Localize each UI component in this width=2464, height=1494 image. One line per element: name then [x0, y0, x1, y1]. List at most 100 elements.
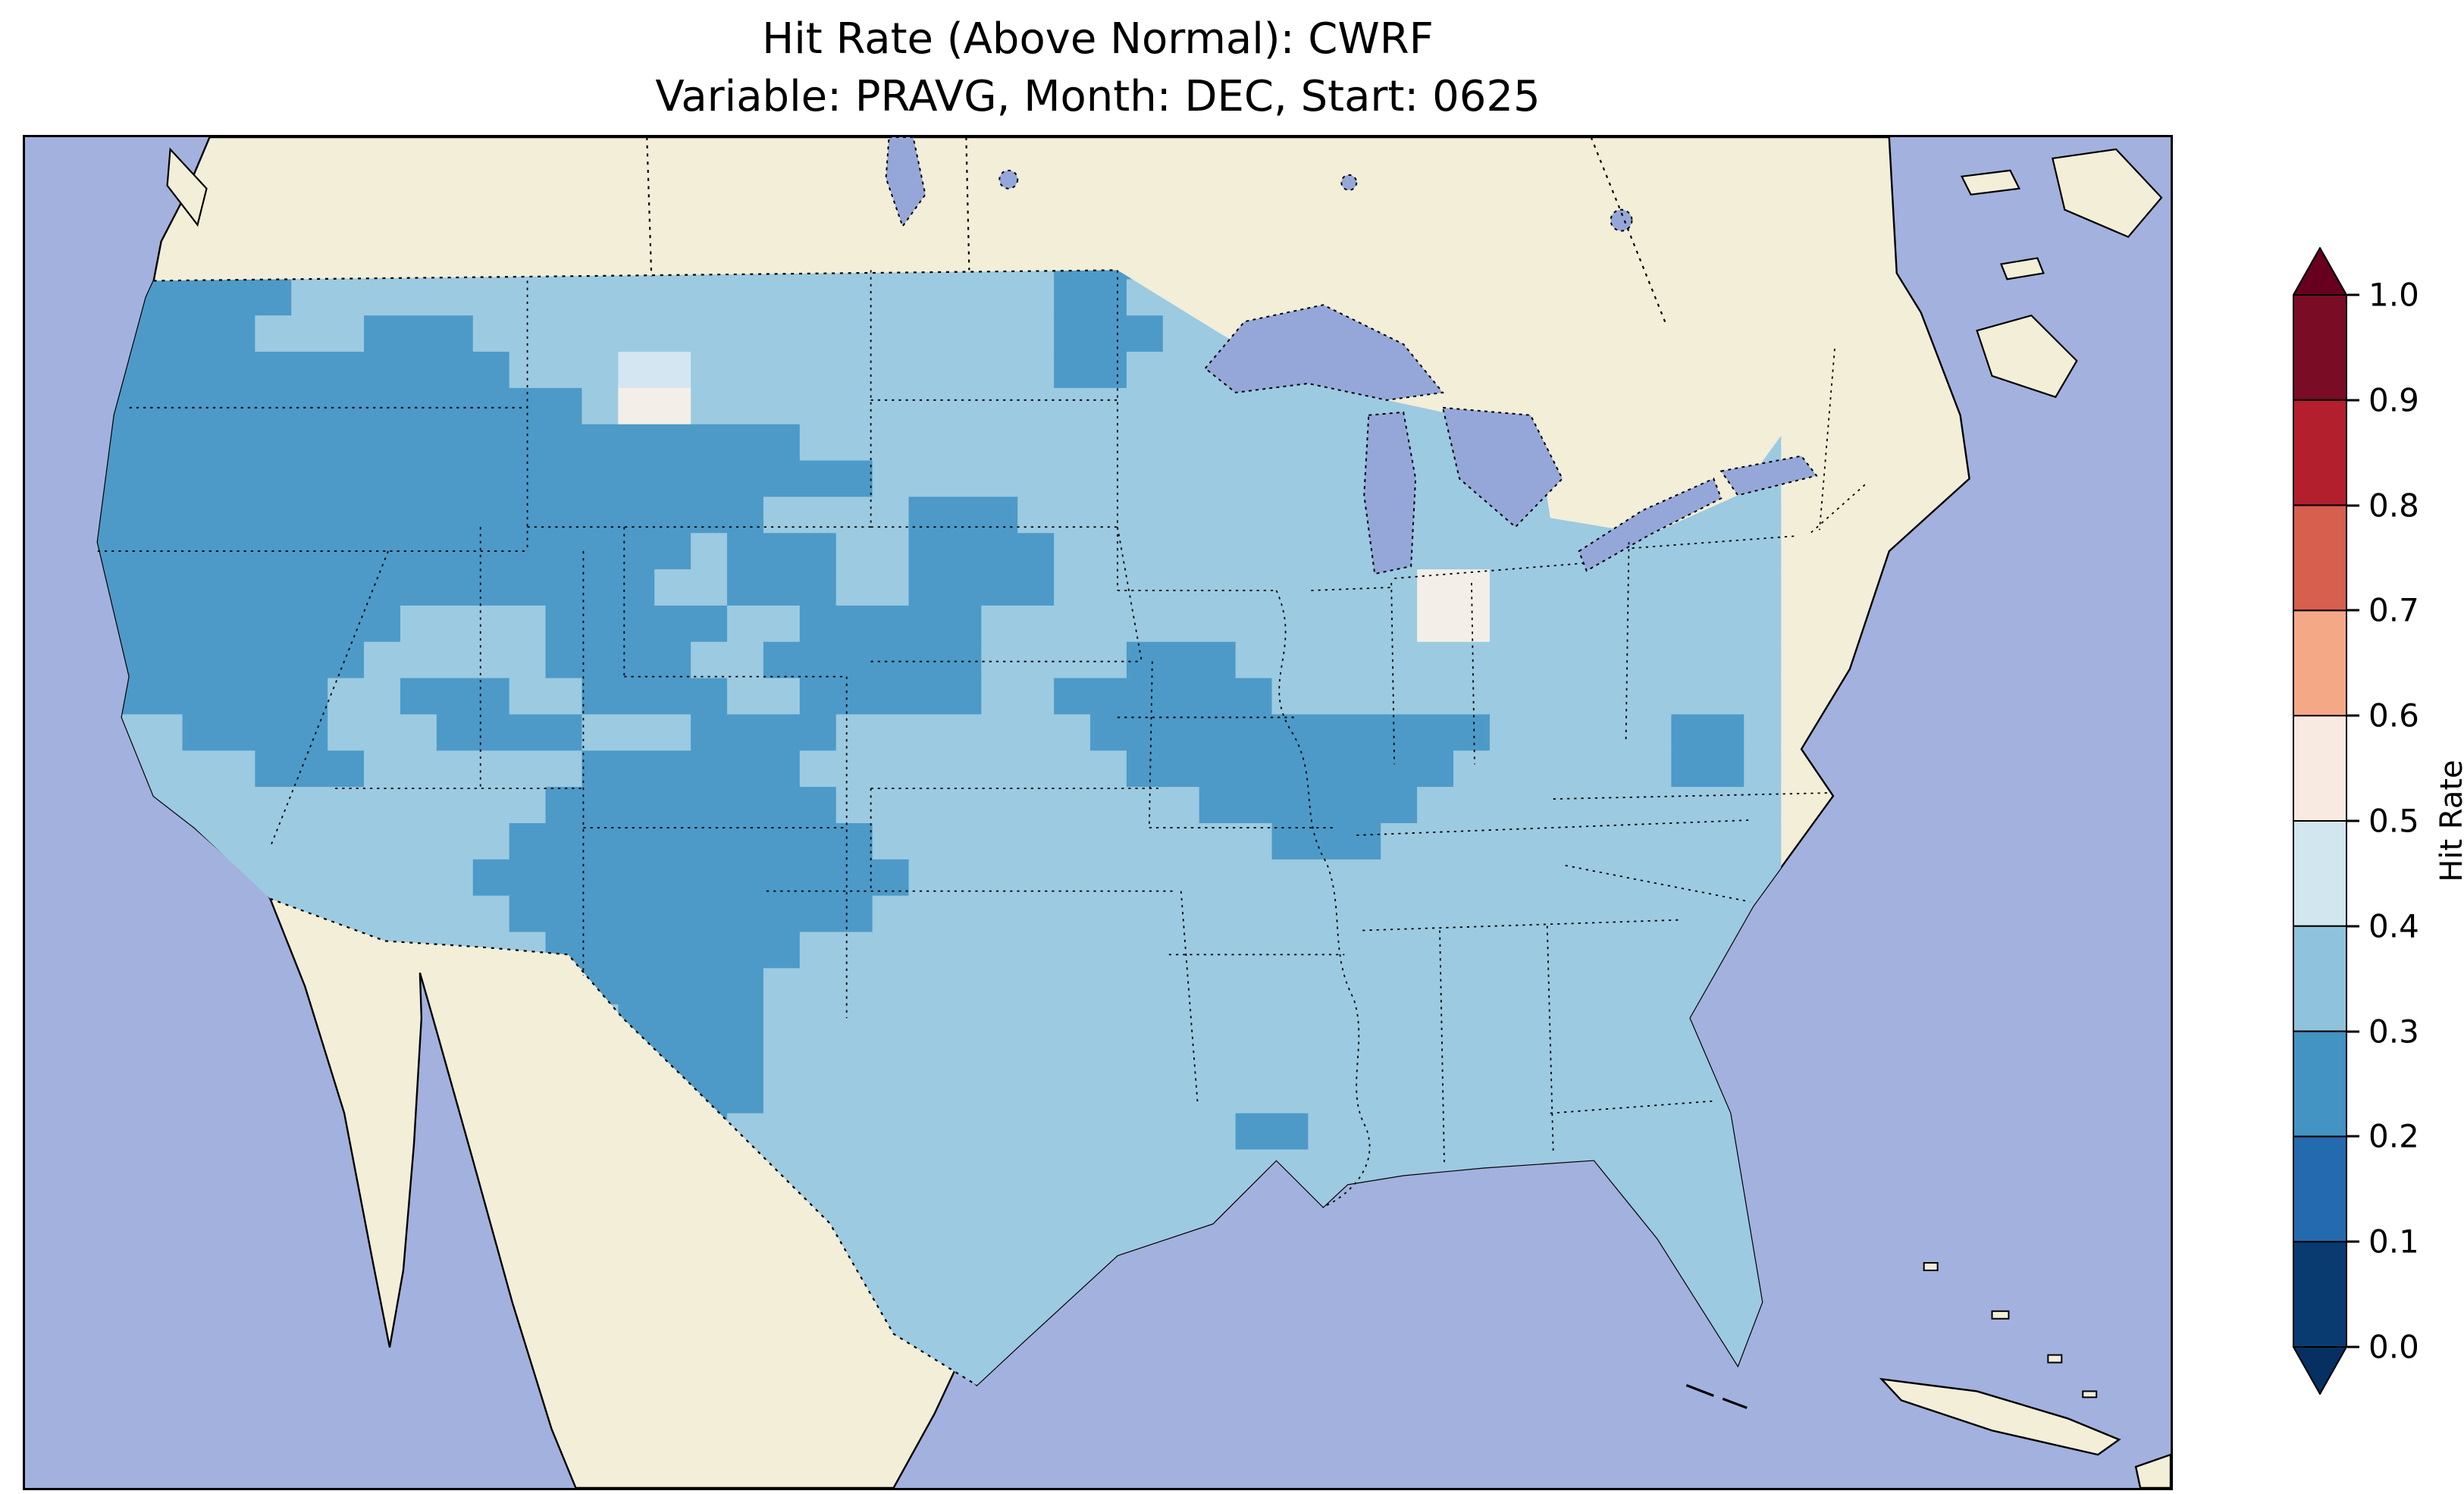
hit-rate-cells — [1271, 822, 1382, 860]
colorbar-tick-label: 0.7 — [2368, 591, 2419, 629]
hit-rate-cells — [691, 714, 837, 752]
hit-rate-cells — [509, 352, 619, 390]
hit-rate-cells — [509, 895, 873, 933]
hit-rate-cells — [472, 859, 910, 897]
hit-rate-cells — [691, 641, 765, 679]
colorbar-tick-label: 0.9 — [2368, 381, 2419, 419]
colorbar-tick-label: 0.3 — [2368, 1013, 2419, 1051]
hit-rate-cells — [97, 605, 402, 643]
hit-rate-cells — [981, 605, 1419, 643]
colorbar: 1.0 0.9 0.8 0.7 0.6 0.5 0.4 0.3 0.2 0.1 0.0 Hit Ra… — [2292, 246, 2464, 1396]
hit-rate-cells — [1489, 605, 1782, 643]
hit-rate-cells — [582, 387, 619, 425]
hit-rate-cells — [97, 387, 583, 425]
hit-rate-cells — [799, 750, 1128, 788]
great-lakes — [885, 137, 1818, 575]
hit-rate-cells — [908, 496, 1019, 534]
hit-rate-cells — [618, 352, 692, 390]
colorbar-tick: 1.0 — [2347, 277, 2419, 314]
hit-rate-cells — [799, 605, 983, 643]
hit-rate-cells — [727, 1149, 1782, 1187]
hit-rate-cells — [1671, 750, 1745, 788]
small-lake — [1610, 208, 1633, 232]
hit-rate-cells — [509, 678, 583, 716]
hit-rate-cells — [1489, 714, 1672, 752]
hit-rate-cells — [1744, 714, 1782, 752]
colorbar-tick-mark — [2347, 819, 2359, 822]
hit-rate-cells — [400, 605, 547, 643]
hit-rate-cells — [727, 605, 801, 643]
lake-michigan — [1363, 411, 1417, 575]
colorbar-bar — [2292, 246, 2348, 1396]
figure-title: Hit Rate (Above Normal): CWRF Variable: … — [23, 11, 2173, 125]
hit-rate-cells — [763, 496, 910, 534]
hit-rate-cells — [97, 352, 510, 390]
hit-rate-cells — [400, 678, 510, 716]
colorbar-extend-under — [2292, 1346, 2348, 1396]
hit-rate-cells — [1453, 750, 1672, 788]
colorbar-tick-mark — [2347, 609, 2359, 612]
nova-scotia — [1976, 314, 2078, 399]
hit-rate-cells — [582, 678, 729, 716]
hit-rate-cells — [618, 1004, 765, 1042]
hit-rate-cells — [328, 678, 402, 716]
hit-rate-cells — [872, 822, 1273, 860]
hit-rate-cells — [97, 569, 656, 607]
hit-rate-cells — [1271, 678, 1782, 716]
colorbar-tick-label: 1.0 — [2368, 276, 2419, 314]
hit-rate-cells — [763, 1076, 1782, 1114]
lake-winnipeg — [885, 137, 926, 228]
canada-province-border — [646, 137, 653, 277]
hit-rate-cells — [1126, 641, 1237, 679]
hit-rate-cells — [1054, 569, 1419, 607]
hit-rate-cells — [364, 315, 474, 353]
hit-rate-cells — [799, 678, 983, 716]
prince-edward-island — [1999, 257, 2045, 280]
hit-rate-cells — [727, 678, 801, 716]
hit-rate-cells — [763, 1004, 1782, 1042]
hit-rate-cells — [727, 533, 837, 571]
lake-erie — [1578, 478, 1723, 572]
vancouver-island — [166, 147, 208, 227]
hit-rate-cells — [835, 533, 910, 571]
hit-rate-cells — [97, 496, 765, 534]
hit-rate-cells — [835, 569, 910, 607]
hit-rate-cells — [545, 641, 692, 679]
hit-rate-cells — [182, 714, 329, 752]
colorbar-tick-label: 0.1 — [2368, 1223, 2419, 1261]
hit-rate-cells — [545, 932, 801, 969]
colorbar-tick-label: 0.8 — [2368, 487, 2419, 525]
hit-rate-cells — [1054, 352, 1128, 390]
hit-rate-cells — [291, 279, 1055, 317]
hit-rate-cells — [835, 714, 1092, 752]
map-panel — [23, 135, 2173, 1490]
small-lake — [1340, 174, 1358, 191]
lake-ontario — [1719, 455, 1818, 496]
hit-rate-cells — [1417, 605, 1491, 643]
hit-rate-cells — [97, 678, 329, 716]
small-lake — [998, 169, 1019, 189]
state-borders — [97, 270, 1866, 1208]
hit-rate-cells — [97, 424, 801, 462]
hit-rate-cells — [1054, 315, 1165, 353]
hit-rate-cells — [364, 750, 583, 788]
colorbar-tick: 0.7 — [2347, 592, 2419, 629]
colorbar-segment — [2293, 399, 2347, 506]
colorbar-tick: 0.4 — [2347, 907, 2419, 944]
hit-rate-cells — [908, 533, 1055, 571]
title-line-1: Hit Rate (Above Normal): CWRF — [762, 14, 1434, 64]
conus-map — [25, 137, 2171, 1488]
hit-rate-cells — [472, 315, 1055, 353]
hit-rate-cells — [328, 714, 438, 752]
colorbar-tick-mark — [2347, 1135, 2359, 1138]
lake-superior — [1204, 304, 1444, 401]
us-canada-border — [153, 269, 1118, 282]
hit-rate-cells — [727, 569, 837, 607]
colorbar-tick: 0.0 — [2347, 1329, 2419, 1366]
colorbar-tick-mark — [2347, 399, 2359, 402]
hit-rate-cells — [1381, 822, 1782, 860]
hit-rate-cells — [691, 352, 1055, 390]
hit-rate-cells — [1489, 569, 1782, 607]
colorbar-tick-mark — [2347, 1345, 2359, 1348]
hit-rate-cells — [436, 714, 583, 752]
